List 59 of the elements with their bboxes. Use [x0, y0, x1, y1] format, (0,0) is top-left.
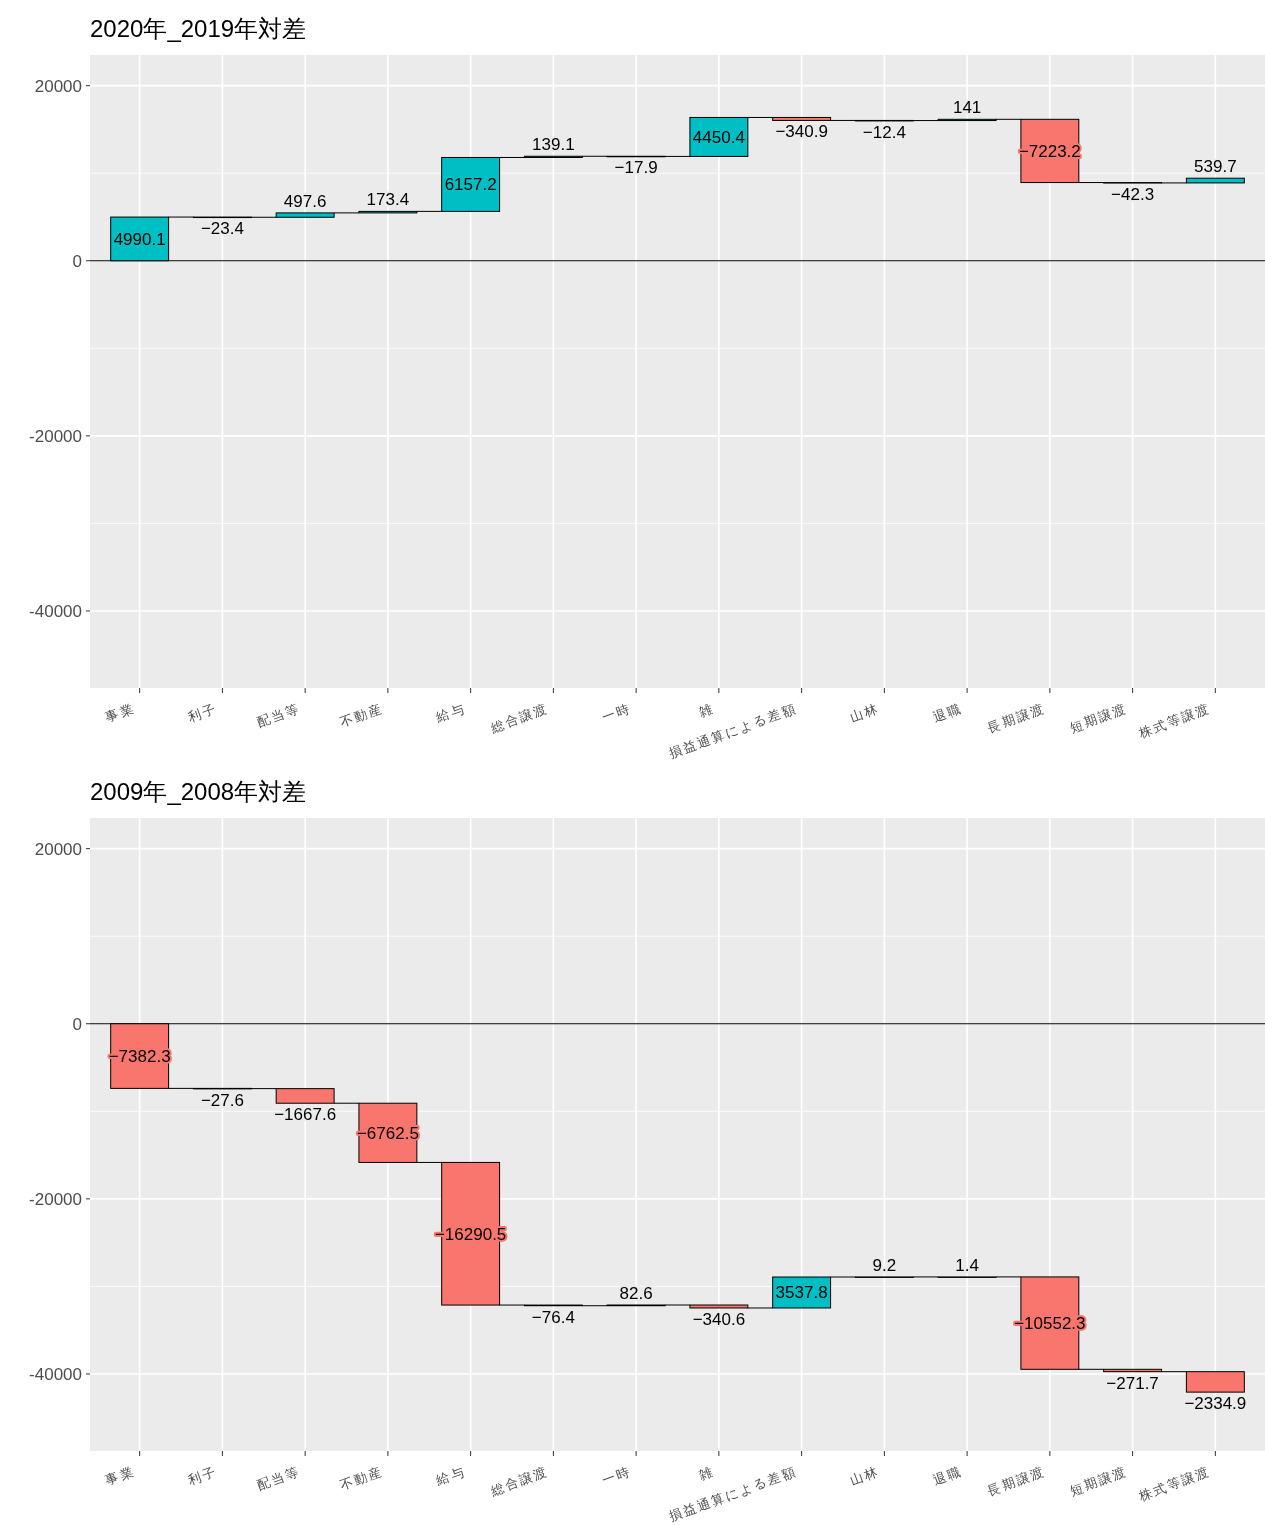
x-tick-label: 一時	[599, 1463, 634, 1489]
x-tick-label: 山林	[848, 1463, 882, 1489]
data-label: −12.4	[862, 122, 906, 142]
data-label: 141	[952, 98, 982, 118]
data-label: −271.7	[1106, 1373, 1159, 1393]
x-tick-label: 配当等	[254, 1463, 303, 1494]
data-label: 1.4	[955, 1255, 979, 1275]
data-label: −23.4	[200, 219, 244, 239]
x-tick-label: 雑	[696, 700, 716, 720]
x-tick-label: 利子	[186, 1463, 220, 1489]
y-tick-label: 20000	[34, 839, 82, 859]
y-tick-label: -20000	[29, 1189, 82, 1209]
y-tick-label: 20000	[34, 76, 82, 96]
data-label: 82.6	[619, 1284, 653, 1303]
y-tick-label: -20000	[29, 426, 82, 446]
x-tick-label: 利子	[186, 700, 220, 726]
data-label: −27.6	[200, 1090, 244, 1110]
data-label: −340.6	[692, 1309, 746, 1329]
x-tick-label: 山林	[848, 700, 882, 726]
y-tick-label: -40000	[29, 1364, 82, 1384]
x-tick-label: 株式等譲渡	[1135, 1463, 1213, 1504]
x-tick-label: 退職	[930, 1463, 965, 1489]
x-tick-label: 総合譲渡	[487, 1463, 551, 1499]
x-tick-label: 配当等	[254, 700, 303, 731]
x-tick-label: 不動産	[337, 700, 385, 731]
data-label: 497.6	[283, 191, 327, 211]
data-label: 539.7	[1194, 157, 1237, 177]
data-label: −17.9	[614, 158, 658, 178]
chart-title: 2020年_2019年対差	[90, 15, 307, 42]
chart-title: 2009年_2008年対差	[90, 778, 307, 805]
x-tick-label: 総合譲渡	[487, 700, 551, 736]
data-label: 4450.4	[692, 127, 745, 147]
data-label: 3537.8	[775, 1283, 828, 1303]
x-tick-label: 退職	[930, 700, 965, 726]
data-label: 4990.1	[113, 229, 166, 249]
data-label: −340.9	[775, 122, 828, 142]
x-tick-label: 給与	[433, 1463, 468, 1489]
data-label: −2334.9	[1184, 1394, 1247, 1414]
y-tick-label: 0	[72, 251, 82, 271]
data-label: −42.3	[1111, 184, 1155, 204]
data-label: −76.4	[531, 1307, 575, 1327]
data-label: 9.2	[872, 1255, 897, 1275]
y-tick-label: 0	[72, 1014, 82, 1034]
x-tick-label: 株式等譲渡	[1135, 700, 1213, 741]
data-label: 173.4	[366, 190, 410, 210]
x-tick-label: 事業	[103, 700, 137, 726]
data-label: 6157.2	[444, 175, 497, 195]
x-tick-label: 事業	[103, 1463, 137, 1489]
y-tick-label: -40000	[29, 601, 82, 621]
x-tick-label: 雑	[696, 1463, 716, 1483]
x-tick-label: 長期譲渡	[985, 1463, 1047, 1499]
x-tick-label: 給与	[433, 700, 468, 726]
x-tick-label: 短期譲渡	[1068, 1463, 1130, 1499]
data-label: 139.1	[532, 135, 575, 155]
x-tick-label: 短期譲渡	[1068, 700, 1130, 736]
x-tick-label: 長期譲渡	[985, 700, 1047, 736]
x-tick-label: 一時	[599, 700, 634, 726]
data-label: −1667.6	[274, 1105, 337, 1125]
x-tick-label: 不動産	[337, 1463, 385, 1494]
